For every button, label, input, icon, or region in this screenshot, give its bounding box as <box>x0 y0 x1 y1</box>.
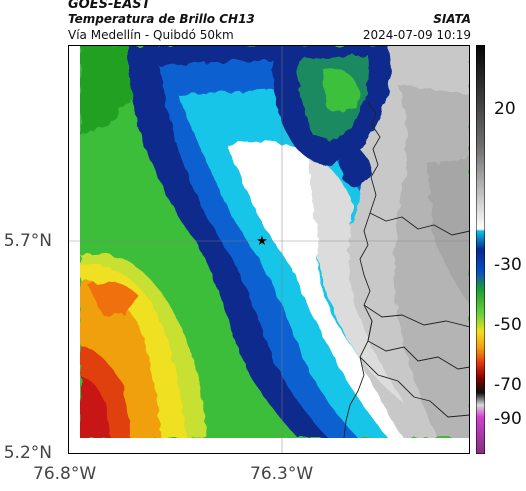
colorbar-tick-label: 20 <box>494 99 516 119</box>
coastline <box>343 102 470 439</box>
colorbar-tick-label: -50 <box>494 315 522 335</box>
lon-tick-label: 76.8°W <box>33 464 97 484</box>
graticule <box>68 45 470 454</box>
lat-tick-label: 5.2°N <box>3 443 52 463</box>
cloud-field <box>80 45 470 438</box>
colorbar-tick-label: -90 <box>494 409 522 429</box>
product-title: Temperatura de Brillo CH13 <box>68 12 255 26</box>
colorbar-tick-label: -70 <box>494 375 522 395</box>
timestamp-label: 2024-07-09 10:19 <box>362 28 471 42</box>
lon-tick-label: 76.3°W <box>250 464 314 484</box>
lat-tick-label: 5.7°N <box>3 231 52 251</box>
organization-label: SIATA <box>433 12 471 26</box>
star-icon: ★ <box>256 234 268 249</box>
colorbar-tick-label: -30 <box>494 255 522 275</box>
colorbar <box>476 45 485 454</box>
brightness-temperature-map[interactable]: ★ <box>68 45 470 454</box>
satellite-name: GOES-EAST <box>68 0 151 12</box>
region-subtitle: Vía Medellín - Quibdó 50km <box>68 28 234 42</box>
